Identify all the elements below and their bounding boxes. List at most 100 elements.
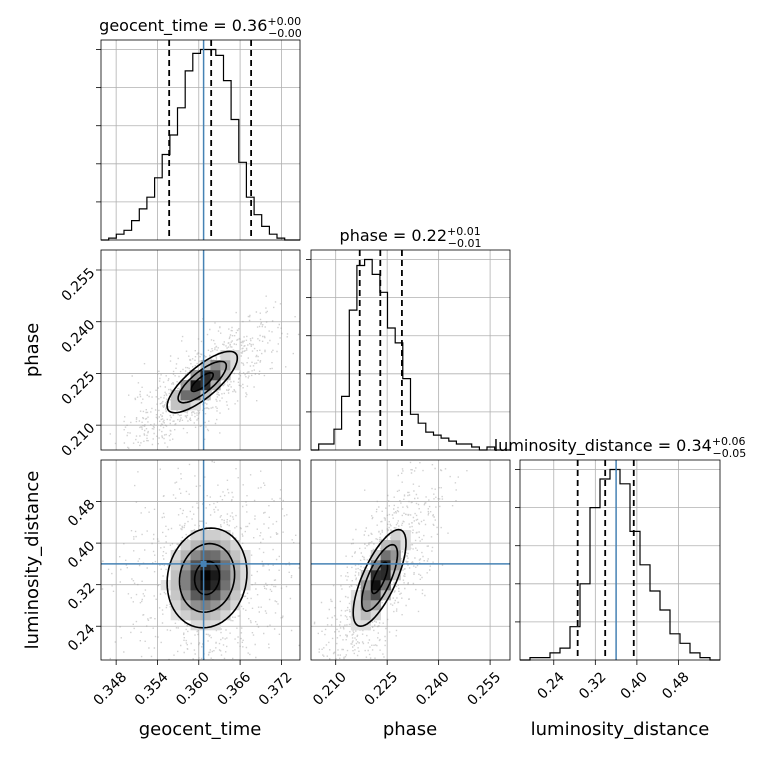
panel-frame	[310, 459, 511, 661]
hist-panel-2: luminosity_distance = 0.34+0.06 −0.05	[494, 435, 746, 661]
x-tick-label: 0.255	[465, 669, 505, 709]
density-cell	[190, 370, 201, 381]
density-cell	[210, 530, 221, 541]
density-cell	[370, 560, 381, 571]
histogram-phase	[311, 258, 510, 451]
density-cell	[170, 400, 181, 411]
density-cell	[380, 560, 391, 571]
density-cell	[350, 610, 362, 621]
density-cell	[390, 530, 401, 541]
hist-panel-1: phase = 0.22+0.01 −0.01	[306, 225, 511, 451]
truth-marker	[200, 560, 207, 567]
density-cell	[210, 360, 221, 371]
density-cell	[220, 560, 231, 571]
y-axis-label-phase: phase	[22, 323, 43, 377]
density-cell	[170, 390, 181, 401]
density-cell	[210, 570, 221, 581]
hist-panel-0: geocent_time = 0.36+0.00 −0.00	[96, 15, 302, 241]
contour-level-1	[178, 542, 236, 614]
y-tick-label: 0.48	[65, 497, 98, 530]
density-cell	[170, 560, 181, 571]
density-cell	[220, 530, 231, 541]
contour-level-2	[166, 527, 248, 629]
density-cell	[180, 390, 191, 401]
density-cell	[200, 550, 211, 561]
x-tick-label: 0.348	[91, 669, 131, 709]
panel-frame	[100, 39, 301, 241]
density-cell	[390, 570, 401, 581]
y-tick-label: 0.40	[65, 538, 98, 571]
density-cell	[220, 370, 231, 381]
y-axis-label-luminosity-distance: luminosity_distance	[22, 471, 43, 650]
density-cell	[200, 600, 211, 611]
density-cell	[190, 600, 201, 611]
density-cell	[360, 590, 371, 601]
x-axis-label-geocent-time: geocent_time	[139, 719, 262, 740]
histogram-luminosity_distance	[520, 468, 720, 661]
density-cell	[370, 580, 381, 591]
density-cell	[180, 540, 191, 551]
title-phase: phase = 0.22+0.01 −0.01	[340, 225, 482, 250]
density-cell	[230, 590, 241, 601]
y-tick-label: 0.255	[59, 265, 99, 305]
density-cell	[230, 350, 241, 361]
contour-level-1	[177, 360, 228, 404]
density-cell	[200, 620, 211, 631]
contour-level-2	[166, 350, 239, 414]
density-cell	[200, 580, 211, 591]
density-cell	[190, 610, 201, 621]
density-cell	[160, 580, 171, 591]
density-cell	[180, 570, 191, 581]
y-tick-label: 0.240	[59, 317, 99, 357]
y-tick-label: 0.210	[59, 420, 99, 460]
density-cell	[200, 530, 211, 541]
density-cell	[170, 570, 181, 581]
density-cell	[230, 600, 241, 611]
x-tick-label: 0.40	[618, 669, 651, 702]
density-cell	[220, 550, 231, 561]
density-cell	[360, 570, 371, 581]
x-tick-label: 0.372	[256, 669, 296, 709]
density-cell	[180, 400, 191, 411]
density-cell	[190, 560, 201, 571]
density-cell	[380, 590, 391, 601]
x-tick-label: 0.225	[362, 669, 402, 709]
density-cell	[380, 540, 391, 551]
panel-content	[311, 461, 510, 660]
density-cell	[190, 620, 201, 631]
x-tick-label: 0.360	[173, 669, 213, 709]
density-cell	[210, 550, 221, 561]
density-cell	[180, 590, 191, 601]
density-cell	[380, 580, 391, 591]
x-tick-label: 0.24	[535, 669, 568, 702]
density-cell	[210, 610, 221, 621]
density-cell	[380, 550, 391, 561]
contour-level-2	[352, 528, 407, 628]
density-cell	[180, 560, 191, 571]
density-cell	[240, 570, 251, 581]
contour-level-1	[360, 543, 399, 613]
x-tick-label: 0.354	[132, 669, 172, 709]
x-tick-label: 0.210	[310, 669, 350, 709]
density-cell	[210, 580, 221, 591]
density-cell	[190, 550, 201, 561]
density-cell	[210, 600, 221, 611]
contour-level-0	[370, 561, 389, 595]
density-cell	[230, 570, 241, 581]
density-cell	[210, 380, 221, 391]
density-cell	[170, 580, 181, 591]
density-cell	[220, 580, 231, 591]
title-geocent_time: geocent_time = 0.36+0.00 −0.00	[99, 15, 302, 40]
density-cell	[190, 390, 201, 401]
density-cell	[190, 590, 201, 601]
histogram-geocent_time	[101, 48, 300, 241]
panel-frame	[519, 459, 721, 661]
panel-content	[109, 250, 300, 450]
density-cell	[240, 550, 251, 561]
labels-layer: geocent_time phase luminosity_distance p…	[22, 323, 709, 740]
density-cell	[360, 610, 371, 621]
density-cell	[220, 350, 231, 361]
density-cell	[180, 550, 191, 561]
density-cell	[390, 550, 401, 561]
